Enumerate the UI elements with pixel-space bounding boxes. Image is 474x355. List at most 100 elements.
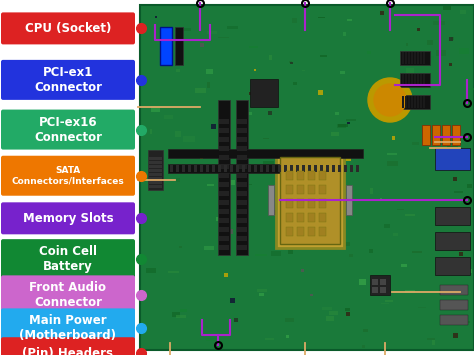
FancyBboxPatch shape — [297, 226, 304, 235]
FancyBboxPatch shape — [302, 70, 305, 71]
FancyBboxPatch shape — [219, 218, 229, 223]
FancyBboxPatch shape — [400, 95, 430, 109]
FancyBboxPatch shape — [206, 69, 213, 74]
FancyBboxPatch shape — [219, 245, 229, 250]
FancyBboxPatch shape — [406, 68, 414, 74]
FancyBboxPatch shape — [339, 242, 350, 246]
FancyBboxPatch shape — [149, 157, 162, 160]
FancyBboxPatch shape — [326, 165, 329, 172]
FancyBboxPatch shape — [346, 119, 356, 121]
FancyBboxPatch shape — [308, 185, 315, 193]
FancyBboxPatch shape — [176, 165, 179, 172]
FancyBboxPatch shape — [332, 165, 335, 172]
FancyBboxPatch shape — [449, 63, 452, 66]
FancyBboxPatch shape — [250, 79, 278, 107]
FancyBboxPatch shape — [168, 149, 363, 158]
FancyBboxPatch shape — [268, 111, 272, 115]
FancyBboxPatch shape — [402, 52, 404, 64]
FancyBboxPatch shape — [401, 264, 408, 267]
FancyBboxPatch shape — [235, 318, 238, 322]
FancyBboxPatch shape — [318, 155, 320, 158]
FancyBboxPatch shape — [286, 170, 293, 180]
FancyBboxPatch shape — [149, 185, 162, 188]
FancyBboxPatch shape — [280, 157, 340, 244]
FancyBboxPatch shape — [219, 227, 229, 232]
FancyBboxPatch shape — [414, 96, 416, 108]
FancyBboxPatch shape — [212, 165, 215, 172]
FancyBboxPatch shape — [433, 21, 445, 25]
FancyBboxPatch shape — [310, 294, 313, 296]
FancyBboxPatch shape — [346, 185, 352, 215]
FancyBboxPatch shape — [254, 69, 256, 71]
FancyBboxPatch shape — [224, 165, 227, 172]
FancyBboxPatch shape — [286, 185, 293, 193]
FancyBboxPatch shape — [385, 300, 392, 302]
FancyBboxPatch shape — [1, 60, 135, 100]
FancyBboxPatch shape — [335, 112, 338, 115]
FancyBboxPatch shape — [237, 119, 247, 124]
FancyBboxPatch shape — [297, 170, 304, 180]
FancyBboxPatch shape — [292, 18, 297, 23]
FancyBboxPatch shape — [393, 199, 404, 200]
FancyBboxPatch shape — [170, 165, 173, 172]
FancyBboxPatch shape — [254, 165, 257, 172]
FancyBboxPatch shape — [412, 251, 422, 253]
FancyBboxPatch shape — [168, 271, 179, 273]
FancyBboxPatch shape — [237, 200, 247, 205]
FancyBboxPatch shape — [229, 229, 233, 234]
FancyBboxPatch shape — [149, 161, 162, 164]
FancyBboxPatch shape — [432, 125, 440, 145]
FancyBboxPatch shape — [272, 251, 281, 256]
FancyBboxPatch shape — [211, 124, 216, 129]
FancyBboxPatch shape — [346, 312, 350, 316]
FancyBboxPatch shape — [423, 52, 425, 64]
FancyBboxPatch shape — [345, 308, 350, 311]
FancyBboxPatch shape — [344, 165, 347, 172]
FancyBboxPatch shape — [227, 26, 238, 29]
FancyBboxPatch shape — [380, 287, 386, 293]
FancyBboxPatch shape — [320, 55, 328, 57]
FancyBboxPatch shape — [319, 213, 326, 222]
FancyBboxPatch shape — [402, 74, 404, 86]
FancyBboxPatch shape — [405, 96, 407, 108]
FancyBboxPatch shape — [249, 46, 258, 48]
FancyBboxPatch shape — [436, 50, 446, 56]
FancyBboxPatch shape — [201, 43, 204, 47]
FancyBboxPatch shape — [218, 165, 221, 172]
FancyBboxPatch shape — [1, 308, 135, 348]
FancyBboxPatch shape — [297, 198, 304, 208]
FancyBboxPatch shape — [453, 177, 457, 181]
FancyBboxPatch shape — [226, 234, 230, 237]
FancyBboxPatch shape — [237, 164, 247, 169]
FancyBboxPatch shape — [1, 12, 135, 44]
FancyBboxPatch shape — [320, 165, 323, 172]
FancyBboxPatch shape — [397, 78, 404, 81]
FancyBboxPatch shape — [245, 112, 253, 115]
FancyBboxPatch shape — [204, 150, 207, 155]
FancyBboxPatch shape — [411, 74, 413, 86]
FancyBboxPatch shape — [359, 279, 366, 285]
FancyBboxPatch shape — [264, 138, 269, 139]
FancyBboxPatch shape — [435, 148, 470, 170]
FancyBboxPatch shape — [343, 32, 346, 36]
FancyBboxPatch shape — [331, 241, 342, 245]
FancyBboxPatch shape — [467, 184, 472, 188]
FancyBboxPatch shape — [290, 61, 292, 62]
FancyBboxPatch shape — [347, 122, 350, 124]
FancyBboxPatch shape — [174, 131, 181, 137]
FancyBboxPatch shape — [176, 178, 180, 181]
FancyBboxPatch shape — [194, 165, 197, 172]
FancyBboxPatch shape — [308, 170, 315, 180]
FancyBboxPatch shape — [179, 246, 182, 248]
FancyBboxPatch shape — [337, 124, 346, 128]
FancyBboxPatch shape — [244, 153, 248, 158]
FancyBboxPatch shape — [405, 74, 407, 86]
FancyBboxPatch shape — [310, 202, 320, 205]
FancyBboxPatch shape — [369, 249, 374, 253]
Circle shape — [368, 78, 412, 122]
FancyBboxPatch shape — [272, 92, 278, 97]
FancyBboxPatch shape — [340, 71, 345, 74]
FancyBboxPatch shape — [395, 79, 406, 84]
FancyBboxPatch shape — [237, 209, 247, 214]
FancyBboxPatch shape — [380, 279, 386, 285]
